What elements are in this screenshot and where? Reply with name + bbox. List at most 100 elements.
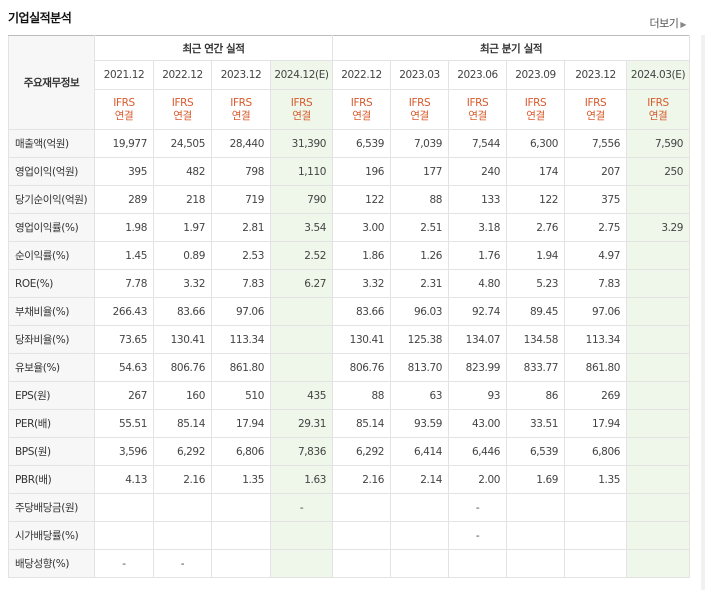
table-cell: 73.65 bbox=[94, 325, 154, 354]
table-cell: 719 bbox=[211, 185, 271, 214]
more-link[interactable]: 더보기 ▶ bbox=[649, 15, 686, 31]
row-label: EPS(원) bbox=[8, 381, 95, 410]
table-cell: 6,806 bbox=[564, 437, 628, 466]
table-cell bbox=[626, 549, 691, 578]
table-cell: 482 bbox=[153, 157, 212, 186]
table-cell: 1.69 bbox=[506, 465, 566, 494]
table-cell bbox=[626, 381, 691, 410]
accounting-type-header: IFRS 연결 bbox=[506, 89, 566, 130]
table-cell bbox=[390, 549, 450, 578]
table-cell bbox=[332, 521, 392, 550]
row-label: 부채비율(%) bbox=[8, 297, 95, 326]
table-cell: 289 bbox=[94, 185, 154, 214]
table-cell: 6,539 bbox=[332, 129, 392, 158]
table-cell bbox=[506, 549, 566, 578]
table-cell: - bbox=[448, 521, 508, 550]
table-cell: 177 bbox=[390, 157, 450, 186]
table-cell: 0.89 bbox=[153, 241, 212, 270]
table-row: 주당배당금(원) - - bbox=[8, 493, 691, 522]
accounting-type-header: IFRS 연결 bbox=[211, 89, 271, 130]
accounting-type-header: IFRS 연결 bbox=[153, 89, 212, 130]
table-cell: 1.35 bbox=[564, 465, 628, 494]
table-cell: 113.34 bbox=[564, 325, 628, 354]
table-cell bbox=[626, 325, 691, 354]
table-cell: 269 bbox=[564, 381, 628, 410]
table-cell: 1.97 bbox=[153, 213, 212, 242]
table-cell: - bbox=[153, 549, 212, 578]
row-label: 영업이익(억원) bbox=[8, 157, 95, 186]
table-cell: 6.27 bbox=[269, 269, 334, 298]
table-cell: 86 bbox=[506, 381, 566, 410]
table-cell: 806.76 bbox=[153, 353, 212, 382]
table-cell: 833.77 bbox=[506, 353, 566, 382]
table-row: 부채비율(%) 266.43 83.66 97.06 83.66 96.03 92.74 89… bbox=[8, 297, 691, 326]
table-cell: 7,039 bbox=[390, 129, 450, 158]
table-cell: 790 bbox=[269, 185, 334, 214]
row-label: 유보율(%) bbox=[8, 353, 95, 382]
consolidated-label: 연결 bbox=[410, 109, 429, 122]
period-header: 2024.03(E) bbox=[626, 60, 691, 90]
table-row: 영업이익(억원) 395 482 798 1,110 196 177 240 174 207 250 bbox=[8, 157, 691, 186]
ifrs-label: IFRS bbox=[230, 96, 252, 109]
consolidated-label: 연결 bbox=[586, 109, 605, 122]
table-cell: 2.75 bbox=[564, 213, 628, 242]
row-label: 주당배당금(원) bbox=[8, 493, 95, 522]
table-cell: 4.97 bbox=[564, 241, 628, 270]
period-header: 2023.12 bbox=[211, 60, 271, 90]
section-title: 기업실적분석 bbox=[8, 11, 72, 25]
table-cell: 3.18 bbox=[448, 213, 508, 242]
table-cell: - bbox=[269, 493, 334, 522]
table-cell: 3.32 bbox=[332, 269, 392, 298]
table-cell: 267 bbox=[94, 381, 154, 410]
table-cell: 6,292 bbox=[332, 437, 392, 466]
table-cell: 160 bbox=[153, 381, 212, 410]
table-cell bbox=[564, 493, 628, 522]
table-cell bbox=[626, 409, 691, 438]
table-cell: 7.83 bbox=[564, 269, 628, 298]
accounting-type-header: IFRS 연결 bbox=[269, 89, 334, 130]
table-cell: 174 bbox=[506, 157, 566, 186]
period-header: 2023.12 bbox=[564, 60, 628, 90]
table-cell: 1,110 bbox=[269, 157, 334, 186]
consolidated-label: 연결 bbox=[526, 109, 545, 122]
scrollbar-track[interactable] bbox=[701, 35, 705, 590]
table-cell: 2.16 bbox=[332, 465, 392, 494]
table-cell: 54.63 bbox=[94, 353, 154, 382]
period-header: 2023.03 bbox=[390, 60, 450, 90]
table-cell bbox=[626, 521, 691, 550]
table-cell: 97.06 bbox=[564, 297, 628, 326]
accounting-type-header: IFRS 연결 bbox=[448, 89, 508, 130]
table-cell bbox=[626, 269, 691, 298]
consolidated-label: 연결 bbox=[292, 109, 311, 122]
table-cell: 806.76 bbox=[332, 353, 392, 382]
table-cell: 88 bbox=[390, 185, 450, 214]
row-label: 시가배당률(%) bbox=[8, 521, 95, 550]
quarter-group-header: 최근 분기 실적 bbox=[332, 35, 691, 61]
chevron-right-icon: ▶ bbox=[680, 20, 686, 29]
table-cell: 207 bbox=[564, 157, 628, 186]
table-cell bbox=[506, 493, 566, 522]
table-cell: 2.81 bbox=[211, 213, 271, 242]
table-cell: 113.34 bbox=[211, 325, 271, 354]
table-cell: 130.41 bbox=[332, 325, 392, 354]
table-cell bbox=[626, 493, 691, 522]
ifrs-label: IFRS bbox=[290, 96, 313, 109]
table-cell bbox=[626, 437, 691, 466]
table-row: PER(배) 55.51 85.14 17.94 29.31 85.14 93.59 43.0… bbox=[8, 409, 691, 438]
table-row: 당기순이익(억원) 289 218 719 790 122 88 133 122 375 bbox=[8, 185, 691, 214]
table-row: 시가배당률(%) - bbox=[8, 521, 691, 550]
row-label: ROE(%) bbox=[8, 269, 95, 298]
consolidated-label: 연결 bbox=[231, 109, 251, 122]
table-row: 유보율(%) 54.63 806.76 861.80 806.76 813.70 823.9… bbox=[8, 353, 691, 382]
table-cell: 4.80 bbox=[448, 269, 508, 298]
table-row: BPS(원) 3,596 6,292 6,806 7,836 6,292 6,414 6,44… bbox=[8, 437, 691, 466]
table-cell: 122 bbox=[506, 185, 566, 214]
table-cell: 7,590 bbox=[626, 129, 691, 158]
table-cell bbox=[269, 549, 334, 578]
table-cell: 3.54 bbox=[269, 213, 334, 242]
ifrs-label: IFRS bbox=[171, 96, 194, 109]
row-label: 배당성향(%) bbox=[8, 549, 95, 578]
table-cell: 63 bbox=[390, 381, 450, 410]
table-cell bbox=[626, 297, 691, 326]
consolidated-label: 연결 bbox=[352, 109, 371, 122]
